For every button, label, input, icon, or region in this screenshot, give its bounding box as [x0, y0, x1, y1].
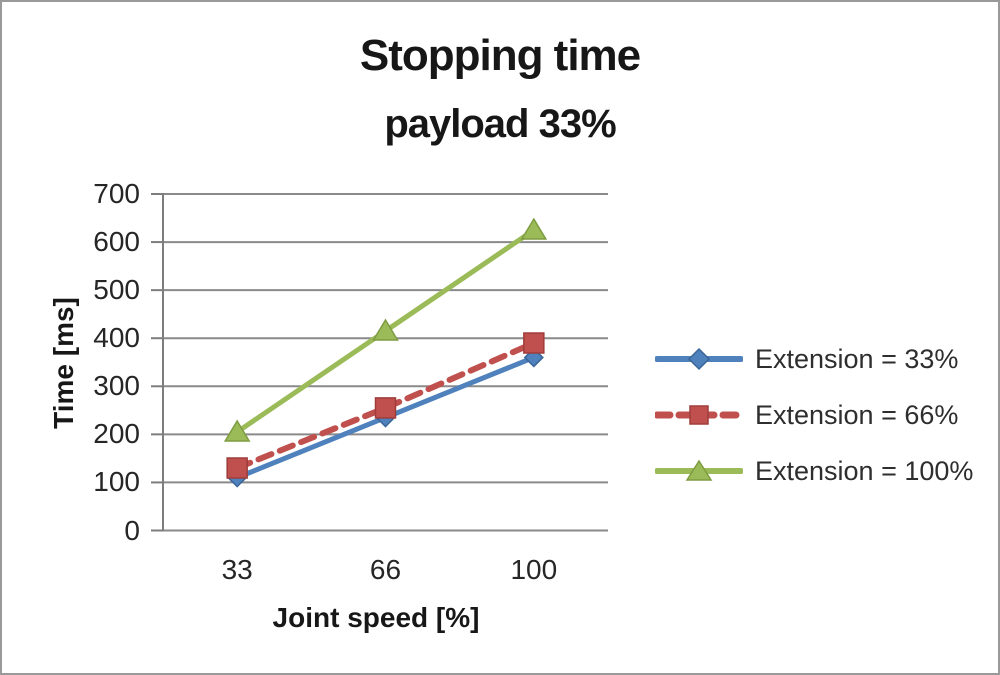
y-tick-label: 200	[93, 418, 140, 450]
legend: Extension = 33% Extension = 66% Extensio…	[655, 343, 974, 514]
y-tick-label: 700	[93, 178, 140, 209]
y-tick-label: 500	[93, 274, 140, 306]
y-tick-label: 600	[93, 226, 140, 258]
legend-line-triangle-icon	[655, 459, 743, 481]
legend-dashed-line-square-icon	[655, 405, 743, 425]
legend-label: Extension = 66%	[755, 399, 959, 430]
y-tick-label: 0	[124, 514, 140, 546]
legend-label: Extension = 100%	[755, 455, 974, 486]
legend-item: Extension = 33%	[655, 343, 973, 374]
x-axis-title: Joint speed [%]	[272, 602, 480, 633]
chart-title: Stopping time	[359, 31, 641, 80]
y-axis-title: Time [ms]	[48, 297, 79, 429]
legend-item: Extension = 100%	[655, 455, 974, 486]
y-tick-label: 100	[93, 466, 140, 498]
x-tick-label: 33	[221, 554, 253, 585]
chart-subtitle: payload 33%	[384, 102, 616, 146]
legend-label: Extension = 33%	[755, 343, 959, 374]
y-tick-label: 400	[93, 322, 140, 354]
x-tick-label: 100	[510, 554, 558, 585]
y-tick-label: 300	[93, 370, 140, 402]
legend-line-diamond-icon	[655, 347, 743, 371]
legend-item: Extension = 66%	[655, 399, 973, 430]
x-tick-label: 66	[369, 554, 402, 585]
